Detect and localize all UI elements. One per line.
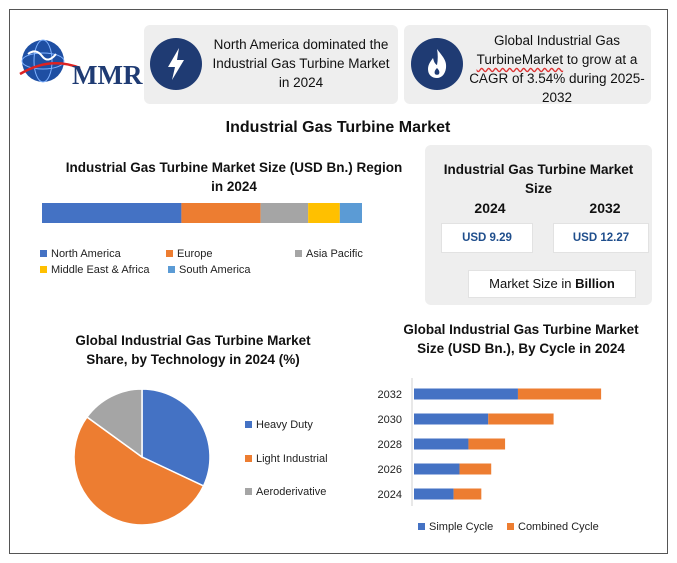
legend-swatch (245, 488, 252, 495)
cycle-bar-simple-cycle-2030 (414, 413, 489, 425)
globe-icon (19, 39, 81, 83)
cagr-text-end: to grow at a CAGR of 3.54% during 2025-2… (469, 52, 645, 105)
legend-swatch (507, 523, 514, 530)
legend-swatch (168, 266, 175, 273)
cycle-chart-title: Global Industrial Gas Turbine Market Siz… (403, 322, 639, 356)
region-segment-europe (181, 203, 261, 223)
legend-label: Europe (177, 248, 213, 260)
cycle-legend-item-simple-cycle: Simple Cycle (418, 521, 493, 533)
legend-label: Heavy Duty (256, 419, 313, 431)
legend-label: Simple Cycle (429, 521, 494, 533)
cycle-bar-combined-cycle-2030 (488, 413, 554, 425)
legend-swatch (40, 250, 47, 257)
info-card-text: Global Industrial Gas TurbineMarket to g… (466, 31, 648, 107)
region-legend-item-europe: Europe (166, 248, 212, 260)
technology-legend-item-aeroderivative: Aeroderivative (245, 486, 326, 498)
flame-icon (411, 38, 463, 90)
pie-slice-light-industrial (73, 415, 205, 526)
legend-swatch (418, 523, 425, 530)
region-segment-north-america (42, 203, 182, 223)
cycle-bar-combined-cycle-2028 (468, 438, 506, 450)
pie-slice-heavy-duty (141, 388, 211, 487)
cycle-bar-combined-cycle-2032 (517, 388, 602, 400)
legend-label: Middle East & Africa (51, 264, 150, 276)
cycle-bar-combined-cycle-2024 (453, 488, 482, 500)
market-size-title: Industrial Gas Turbine Market Size (443, 162, 634, 196)
logo-text: MMR (72, 60, 143, 90)
value-2024: USD 9.29 (441, 223, 533, 253)
region-chart-title: Industrial Gas Turbine Market Size (USD … (65, 160, 403, 194)
cycle-bar-combined-cycle-2026 (459, 463, 492, 475)
pie-slice-aeroderivative (85, 388, 143, 459)
technology-pie-chart (73, 388, 211, 526)
legend-swatch (295, 250, 302, 257)
cycle-bar-simple-cycle-2024 (414, 488, 454, 500)
cycle-bar-simple-cycle-2032 (414, 388, 518, 400)
technology-legend-item-heavy-duty: Heavy Duty (245, 419, 313, 431)
legend-label: Asia Pacific (306, 248, 363, 260)
cycle-year-label: 2030 (378, 414, 402, 426)
region-legend-item-asia-pacific: Asia Pacific (295, 248, 363, 260)
year-2024-label: 2024 (474, 200, 506, 216)
market-size-panel: Industrial Gas Turbine Market Size 2024 … (425, 145, 652, 305)
legend-swatch (166, 250, 173, 257)
region-legend-item-south-america: South America (168, 264, 251, 276)
region-segment-middle-east-africa (308, 203, 340, 223)
technology-chart-title: Global Industrial Gas Turbine Market Sha… (75, 333, 311, 367)
region-stacked-bar (42, 203, 362, 223)
cycle-bar-chart: 2024 2026 2028 2030 2032 (378, 378, 602, 506)
cycle-year-label: 2024 (378, 489, 402, 501)
legend-swatch (245, 455, 252, 462)
legend-label: Light Industrial (256, 453, 328, 465)
lightning-icon (150, 38, 202, 90)
cagr-text-underlined: TurbineMarket (476, 52, 564, 67)
region-segment-south-america (339, 203, 362, 223)
cycle-year-label: 2028 (378, 439, 402, 451)
info-card-text: North America dominated the Industrial G… (212, 37, 390, 90)
legend-swatch (40, 266, 47, 273)
region-legend-item-middle-east-africa: Middle East & Africa (40, 264, 149, 276)
legend-swatch (245, 421, 252, 428)
cycle-bar-simple-cycle-2026 (414, 463, 460, 475)
legend-label: Aeroderivative (256, 486, 327, 498)
market-size-footer-prefix: Market Size in (489, 276, 576, 291)
cycle-bar-simple-cycle-2028 (414, 438, 469, 450)
cycle-year-label: 2032 (378, 389, 402, 401)
cycle-legend-item-combined-cycle: Combined Cycle (507, 521, 599, 533)
technology-legend-item-light-industrial: Light Industrial (245, 453, 328, 465)
region-legend-item-north-america: North America (40, 248, 121, 260)
value-2032: USD 12.27 (553, 223, 649, 253)
info-card-cagr: Global Industrial Gas TurbineMarket to g… (404, 25, 651, 107)
page-title: Industrial Gas Turbine Market (225, 119, 451, 136)
cagr-text-start: Global Industrial Gas (493, 33, 621, 48)
market-size-footer: Market Size in Billion (468, 270, 636, 298)
legend-label: Combined Cycle (518, 521, 599, 533)
market-size-footer-unit: Billion (575, 276, 615, 291)
logo: MMR (14, 34, 142, 94)
year-2032-label: 2032 (589, 200, 621, 216)
info-card-north-america: North America dominated the Industrial G… (144, 25, 398, 104)
legend-label: North America (51, 248, 121, 260)
cycle-year-label: 2026 (378, 464, 402, 476)
legend-label: South America (179, 264, 251, 276)
region-segment-asia-pacific (260, 203, 309, 223)
